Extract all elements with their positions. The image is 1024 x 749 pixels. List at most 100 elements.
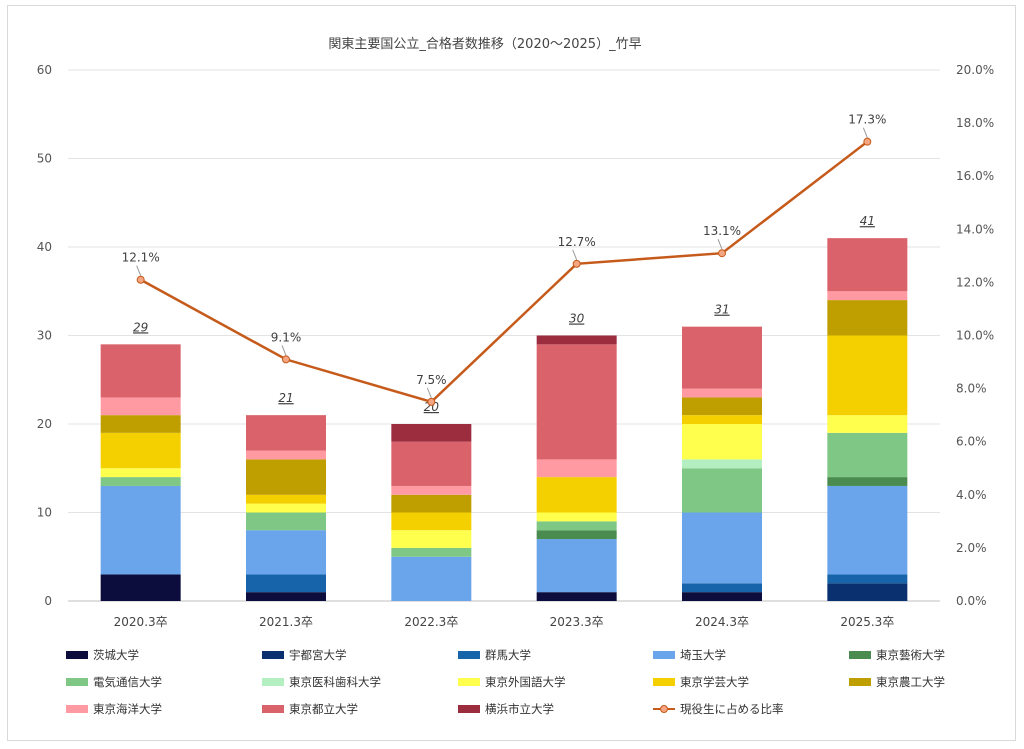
ratio-point — [863, 137, 872, 146]
bar-segment — [246, 512, 326, 531]
bar-segment — [246, 450, 326, 460]
ratio-line-series: 12.1% 9.1% 7.5% 12.7% 13.1% 17.3% — [122, 113, 886, 406]
bar-segment — [827, 574, 908, 584]
bar-segment — [827, 477, 908, 486]
legend-swatch — [262, 651, 284, 659]
y-axis-right: 0.0% 2.0% 4.0% 6.0% 8.0% 10.0% 12.0% 14.0% 16.0%… — [956, 63, 994, 608]
ratio-label-leader — [572, 249, 578, 261]
y-tick-label: 40 — [37, 240, 52, 254]
y-tick-label: 30 — [37, 329, 52, 343]
legend-label: 現役生に占める比率 — [680, 702, 784, 716]
bar-segment — [391, 424, 472, 442]
ratio-label-leader — [281, 345, 287, 356]
bar-segment — [827, 415, 908, 433]
y-tick-label: 10 — [37, 506, 52, 520]
legend-swatch — [66, 705, 88, 713]
ratio-point — [718, 249, 726, 258]
bar-segment — [246, 574, 326, 593]
gridlines — [68, 69, 940, 602]
bar-segment — [391, 494, 472, 513]
x-tick-label: 2020.3卒 — [114, 615, 168, 629]
y2-tick-label: 2.0% — [956, 541, 987, 555]
bar-segment — [246, 503, 326, 513]
bar-segment — [391, 547, 472, 557]
y2-tick-label: 8.0% — [956, 382, 987, 396]
y2-tick-label: 0.0% — [956, 594, 987, 608]
legend-item: 群馬大学 — [458, 647, 531, 663]
bar-segment — [827, 335, 908, 416]
x-tick-label: 2023.3卒 — [550, 615, 604, 629]
legend-label: 東京農工大学 — [876, 675, 945, 689]
legend-label: 東京海洋大学 — [93, 702, 162, 716]
legend-item: 電気通信大学 — [66, 674, 162, 690]
bar-segment — [536, 335, 617, 345]
bar-segment — [536, 530, 617, 540]
x-axis: 2020.3卒 2021.3卒 2022.3卒 2023.3卒 2024.3卒 2025.… — [114, 615, 895, 629]
ratio-label-leader — [136, 265, 142, 276]
y-tick-label: 50 — [37, 152, 52, 166]
bar-segment — [391, 512, 472, 531]
legend-swatch — [262, 705, 284, 713]
x-tick-label: 2021.3卒 — [259, 615, 313, 629]
legend-item: 東京海洋大学 — [66, 701, 162, 717]
bar-segment — [100, 468, 181, 478]
ratio-line — [140, 140, 869, 404]
y-tick-label: 60 — [37, 63, 52, 77]
legend-item: 現役生に占める比率 — [653, 701, 784, 717]
y-axis-left: 0 10 20 30 40 50 60 — [37, 63, 52, 608]
y2-tick-label: 14.0% — [956, 222, 994, 236]
bar-segment — [682, 592, 762, 601]
legend-swatch — [262, 678, 284, 686]
bar-segment — [100, 574, 181, 601]
legend-item: 東京医科歯科大学 — [262, 674, 381, 690]
bar-segment — [682, 512, 762, 584]
ratio-point — [282, 355, 290, 364]
y2-tick-label: 20.0% — [956, 63, 994, 77]
legend-swatch — [458, 651, 480, 659]
bar-total-label: 20 — [424, 400, 440, 414]
legend-item: 東京農工大学 — [849, 674, 945, 690]
bar-segment — [682, 326, 762, 389]
legend-item: 東京外国語大学 — [458, 674, 566, 690]
bar-segment — [682, 415, 762, 424]
bar-total-labels: 29 21 20 30 31 41 — [133, 214, 875, 414]
bar-segment — [536, 459, 617, 478]
legend-item: 東京都立大学 — [262, 701, 358, 717]
bar-segment — [682, 583, 762, 593]
legend-swatch — [849, 651, 871, 659]
bar-segment — [682, 459, 762, 469]
ratio-point — [136, 275, 145, 284]
legend-label: 東京都立大学 — [289, 702, 358, 716]
y2-tick-label: 6.0% — [956, 435, 987, 449]
bar-segment — [246, 494, 326, 504]
chart-title: 関東主要国公立_合格者数推移（2020～2025）_竹早 — [328, 36, 641, 52]
bar-segment — [682, 397, 762, 416]
ratio-label-leader — [426, 387, 432, 399]
legend-swatch — [66, 651, 88, 659]
bar-segment — [827, 238, 908, 292]
ratio-data-label: 12.1% — [122, 251, 160, 265]
ratio-data-label: 9.1% — [271, 330, 302, 344]
legend-label: 茨城大学 — [93, 648, 139, 662]
bar-segment — [391, 441, 472, 486]
legend-item: 横浜市立大学 — [458, 701, 554, 717]
legend-item: 宇都宮大学 — [262, 647, 347, 663]
bar-segment — [682, 424, 762, 460]
ratio-data-label: 17.3% — [848, 113, 886, 127]
bar-segment — [536, 521, 617, 531]
legend-item: 東京藝術大学 — [849, 647, 945, 663]
ratio-point — [572, 259, 581, 268]
bar-segment — [536, 592, 617, 601]
legend-swatch — [653, 678, 675, 686]
x-tick-label: 2024.3卒 — [695, 615, 749, 629]
y2-tick-label: 4.0% — [956, 488, 987, 502]
bar-segment — [682, 468, 762, 513]
legend-label: 東京学芸大学 — [680, 675, 749, 689]
bar-segment — [536, 344, 617, 460]
y2-tick-label: 18.0% — [956, 116, 994, 130]
bar-segment — [246, 592, 326, 601]
bar-segment — [391, 556, 472, 601]
bar-segment — [536, 539, 617, 593]
legend-item: 茨城大学 — [66, 647, 139, 663]
x-tick-label: 2022.3卒 — [404, 615, 458, 629]
